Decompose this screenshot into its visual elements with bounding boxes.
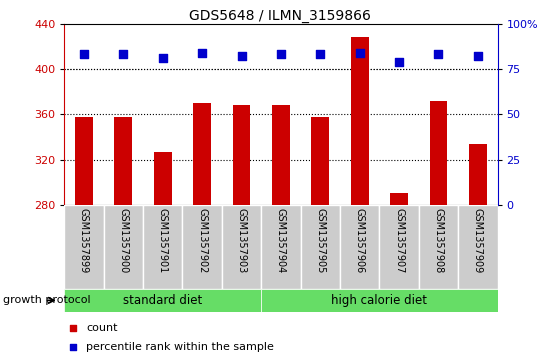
- Bar: [222, 205, 261, 289]
- Bar: [272, 105, 290, 205]
- Bar: [64, 205, 103, 289]
- Bar: [115, 117, 132, 205]
- Bar: [261, 205, 301, 289]
- Bar: [103, 205, 143, 289]
- Point: [237, 53, 246, 59]
- Bar: [340, 205, 380, 289]
- Bar: [390, 193, 408, 205]
- Point: [395, 59, 404, 65]
- Text: GDS5648 / ILMN_3159866: GDS5648 / ILMN_3159866: [188, 9, 371, 23]
- Text: GSM1357899: GSM1357899: [79, 208, 89, 273]
- Text: high calorie diet: high calorie diet: [331, 294, 428, 307]
- Point: [119, 52, 128, 57]
- Text: GSM1357904: GSM1357904: [276, 208, 286, 273]
- Point: [198, 50, 207, 56]
- Bar: [182, 205, 222, 289]
- Text: GSM1357900: GSM1357900: [119, 208, 129, 273]
- Point: [473, 53, 482, 59]
- Text: GSM1357907: GSM1357907: [394, 208, 404, 273]
- Bar: [261, 289, 498, 312]
- Text: percentile rank within the sample: percentile rank within the sample: [86, 342, 274, 352]
- Text: count: count: [86, 323, 117, 333]
- Point: [68, 325, 77, 331]
- Text: GSM1357906: GSM1357906: [354, 208, 364, 273]
- Bar: [380, 205, 419, 289]
- Text: GSM1357909: GSM1357909: [473, 208, 483, 273]
- Text: GSM1357902: GSM1357902: [197, 208, 207, 273]
- Point: [316, 52, 325, 57]
- Bar: [351, 37, 368, 205]
- Text: growth protocol: growth protocol: [3, 295, 91, 305]
- Point: [158, 55, 167, 61]
- Point: [355, 50, 364, 56]
- Bar: [311, 117, 329, 205]
- Point: [68, 344, 77, 350]
- Bar: [143, 205, 182, 289]
- Point: [79, 52, 88, 57]
- Bar: [419, 205, 458, 289]
- Bar: [469, 144, 487, 205]
- Text: GSM1357903: GSM1357903: [236, 208, 247, 273]
- Bar: [429, 101, 447, 205]
- Bar: [64, 289, 261, 312]
- Bar: [301, 205, 340, 289]
- Bar: [193, 103, 211, 205]
- Point: [434, 52, 443, 57]
- Bar: [458, 205, 498, 289]
- Text: GSM1357901: GSM1357901: [158, 208, 168, 273]
- Point: [277, 52, 286, 57]
- Text: standard diet: standard diet: [123, 294, 202, 307]
- Bar: [154, 152, 172, 205]
- Text: GSM1357908: GSM1357908: [433, 208, 443, 273]
- Bar: [75, 117, 93, 205]
- Bar: [233, 105, 250, 205]
- Text: GSM1357905: GSM1357905: [315, 208, 325, 273]
